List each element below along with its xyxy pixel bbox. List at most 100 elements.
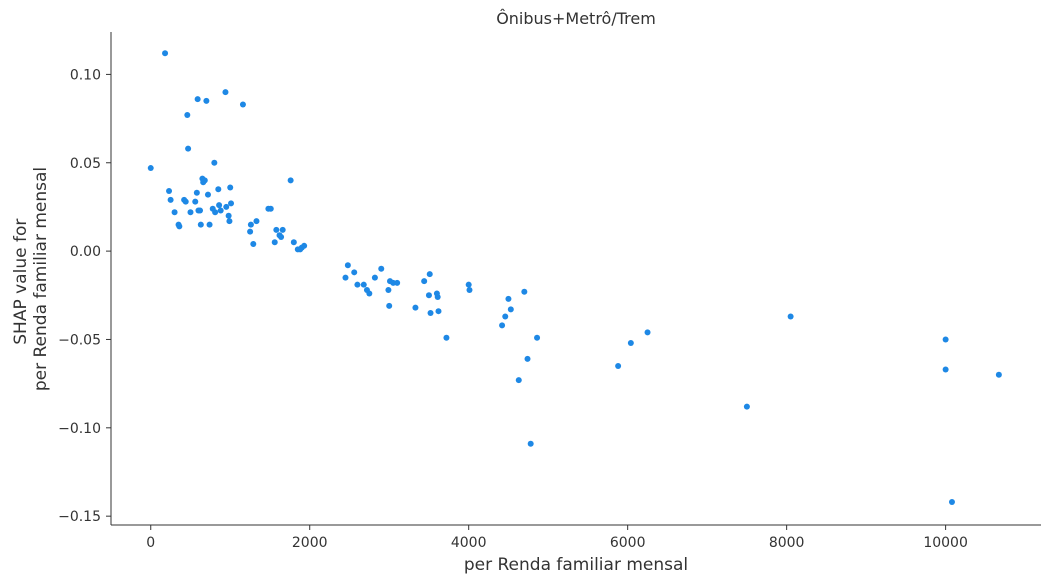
data-point bbox=[187, 209, 194, 216]
data-point bbox=[371, 274, 378, 281]
data-point bbox=[204, 191, 211, 198]
x-tick-label: 0 bbox=[146, 535, 155, 551]
data-point bbox=[203, 97, 210, 104]
data-point bbox=[942, 336, 949, 343]
data-point bbox=[615, 362, 622, 369]
data-point bbox=[215, 186, 222, 193]
data-point bbox=[217, 207, 224, 214]
data-point bbox=[206, 221, 213, 228]
data-point bbox=[225, 212, 232, 219]
data-point bbox=[524, 355, 531, 362]
data-point bbox=[394, 279, 401, 286]
x-tick-label: 4000 bbox=[451, 535, 487, 551]
data-point bbox=[386, 302, 393, 309]
data-point bbox=[521, 288, 528, 295]
data-point bbox=[426, 271, 433, 278]
data-point bbox=[366, 290, 373, 297]
x-tick-label: 8000 bbox=[769, 535, 805, 551]
data-point bbox=[166, 188, 173, 195]
x-tick-label: 2000 bbox=[292, 535, 328, 551]
data-point bbox=[228, 200, 235, 207]
data-point bbox=[201, 177, 208, 184]
data-point bbox=[290, 239, 297, 246]
data-point bbox=[354, 281, 361, 288]
data-point bbox=[443, 334, 450, 341]
data-point bbox=[147, 165, 154, 172]
data-point bbox=[412, 304, 419, 311]
data-point bbox=[167, 196, 174, 203]
data-point bbox=[466, 286, 473, 293]
data-point bbox=[421, 278, 428, 285]
data-point bbox=[627, 339, 634, 346]
data-point bbox=[247, 221, 254, 228]
data-point bbox=[505, 295, 512, 302]
data-point bbox=[301, 242, 308, 249]
data-point bbox=[378, 265, 385, 272]
data-point bbox=[948, 499, 955, 506]
data-point bbox=[184, 112, 191, 119]
data-point bbox=[465, 281, 472, 288]
data-point bbox=[192, 198, 199, 205]
data-point bbox=[942, 366, 949, 373]
data-point bbox=[171, 209, 178, 216]
data-point bbox=[247, 228, 254, 235]
data-point bbox=[194, 96, 201, 103]
data-point bbox=[425, 292, 432, 299]
data-point bbox=[502, 313, 509, 320]
data-point bbox=[227, 184, 234, 191]
data-point bbox=[267, 205, 274, 212]
data-point bbox=[342, 274, 349, 281]
data-point bbox=[222, 89, 229, 96]
data-point bbox=[197, 221, 204, 228]
data-point bbox=[287, 177, 294, 184]
y-tick-label: −0.15 bbox=[58, 509, 101, 525]
data-point bbox=[644, 329, 651, 336]
x-tick-label: 10000 bbox=[923, 535, 968, 551]
data-point bbox=[427, 309, 434, 316]
data-point bbox=[344, 262, 351, 269]
data-point bbox=[499, 322, 506, 329]
data-point bbox=[273, 226, 280, 233]
data-point bbox=[278, 233, 285, 240]
y-axis-label-line-2: per Renda familiar mensal bbox=[31, 167, 51, 391]
y-ticks: 0.10 0.05 0.00 −0.05 −0.10 −0.15 bbox=[58, 67, 111, 525]
data-point bbox=[279, 226, 286, 233]
data-point bbox=[182, 198, 189, 205]
y-tick-label: −0.05 bbox=[58, 332, 101, 348]
data-point bbox=[211, 159, 218, 166]
y-axis-label-line-1: SHAP value for bbox=[11, 219, 31, 345]
chart-title: Ônibus+Metrô/Trem bbox=[496, 9, 656, 28]
data-point bbox=[351, 269, 358, 276]
x-axis-label: per Renda familiar mensal bbox=[464, 555, 688, 575]
data-point bbox=[787, 313, 794, 320]
data-point bbox=[176, 223, 183, 230]
data-point bbox=[185, 145, 192, 152]
y-tick-label: 0.00 bbox=[70, 244, 101, 260]
y-tick-label: 0.05 bbox=[70, 156, 101, 172]
data-point bbox=[223, 203, 230, 210]
data-point bbox=[995, 371, 1002, 378]
data-point bbox=[226, 218, 233, 225]
data-points bbox=[147, 50, 1002, 506]
data-point bbox=[253, 218, 260, 225]
x-ticks: 0 2000 4000 6000 8000 10000 bbox=[146, 525, 968, 551]
data-point bbox=[162, 50, 169, 57]
y-axis-label: SHAP value for per Renda familiar mensal bbox=[11, 167, 51, 391]
data-point bbox=[385, 286, 392, 293]
y-tick-label: −0.10 bbox=[58, 421, 101, 437]
data-point bbox=[534, 334, 541, 341]
data-point bbox=[435, 308, 442, 315]
data-point bbox=[212, 209, 219, 216]
data-point bbox=[743, 403, 750, 410]
data-point bbox=[507, 306, 514, 313]
y-tick-label: 0.10 bbox=[70, 67, 101, 83]
x-tick-label: 6000 bbox=[610, 535, 646, 551]
data-point bbox=[250, 241, 257, 248]
data-point bbox=[271, 239, 278, 246]
data-point bbox=[216, 202, 223, 209]
data-point bbox=[515, 377, 522, 384]
data-point bbox=[434, 294, 441, 301]
data-point bbox=[360, 281, 367, 288]
data-point bbox=[239, 101, 246, 108]
